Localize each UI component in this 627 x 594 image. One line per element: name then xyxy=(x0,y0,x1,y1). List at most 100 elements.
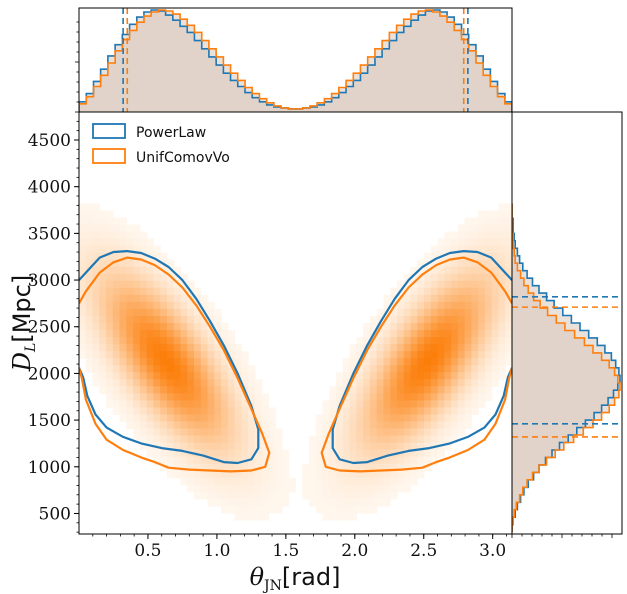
heatmap-cell xyxy=(356,351,364,359)
heatmap-cell xyxy=(194,365,202,373)
heatmap-cell xyxy=(363,372,371,380)
heatmap-cell xyxy=(457,379,466,387)
heatmap-cell xyxy=(342,393,351,401)
heatmap-cell xyxy=(363,498,371,507)
heatmap-cell xyxy=(207,470,215,479)
heatmap-cell xyxy=(471,372,479,380)
heatmap-cell xyxy=(214,315,222,324)
heatmap-cell xyxy=(403,280,412,289)
heatmap-cell xyxy=(106,386,114,394)
heatmap-cell xyxy=(396,344,405,352)
heatmap-cell xyxy=(227,505,236,514)
heatmap-cell xyxy=(126,358,134,366)
heatmap-cell xyxy=(390,463,398,472)
heatmap-cell xyxy=(390,330,398,338)
heatmap-cell xyxy=(146,372,155,380)
heatmap-cell xyxy=(275,428,283,437)
heatmap-cell xyxy=(329,386,337,394)
heatmap-cell xyxy=(200,421,209,430)
heatmap-cell xyxy=(173,266,182,275)
heatmap-cell xyxy=(112,393,121,401)
heatmap-cell xyxy=(505,280,512,289)
heatmap-cell xyxy=(451,330,459,338)
heatmap-cell xyxy=(254,505,263,514)
heatmap-cell xyxy=(173,301,182,310)
heatmap-cell xyxy=(390,393,398,401)
heatmap-cell xyxy=(376,330,385,338)
heatmap-cell xyxy=(403,400,412,408)
heatmap-cell xyxy=(268,505,276,514)
heatmap-cell xyxy=(478,400,486,408)
heatmap-cell xyxy=(133,238,141,247)
heatmap-cell xyxy=(417,407,425,416)
heatmap-cell xyxy=(268,491,276,500)
heatmap-cell xyxy=(356,393,364,401)
heatmap-cell xyxy=(133,400,141,408)
heatmap-cell xyxy=(106,315,114,324)
heatmap-cell xyxy=(410,266,418,275)
heatmap-cell xyxy=(99,301,107,310)
heatmap-cell xyxy=(85,210,94,219)
heatmap-cell xyxy=(133,259,141,268)
heatmap-cell xyxy=(444,400,452,408)
heatmap-cell xyxy=(369,400,378,408)
heatmap-cell xyxy=(349,470,357,479)
heatmap-cell xyxy=(329,498,337,507)
heatmap-cell xyxy=(85,294,94,303)
heatmap-cell xyxy=(79,351,87,359)
heatmap-cell xyxy=(106,400,114,408)
heatmap-cell xyxy=(268,407,276,416)
heatmap-cell xyxy=(214,414,222,423)
heatmap-cell xyxy=(133,414,141,423)
heatmap-cell xyxy=(85,315,94,324)
heatmap-cell xyxy=(430,421,439,430)
heatmap-cell xyxy=(126,231,134,240)
heatmap-cell xyxy=(383,379,391,387)
heatmap-cell xyxy=(254,414,263,423)
heatmap-cell xyxy=(146,407,155,416)
heatmap-cell xyxy=(376,393,385,401)
main-density-panel: 0.5 1.0 1.5 2.0 2.5 3.05001000150020002500300… xyxy=(28,111,513,561)
heatmap-cell xyxy=(221,323,229,331)
heatmap-cell xyxy=(133,231,141,240)
heatmap-cell xyxy=(139,379,148,387)
heatmap-cell xyxy=(349,484,357,493)
heatmap-cell xyxy=(173,407,182,416)
heatmap-cell xyxy=(417,315,425,324)
heatmap-cell xyxy=(396,337,405,345)
heatmap-cell xyxy=(92,344,100,352)
heatmap-cell xyxy=(430,337,439,345)
heatmap-cell xyxy=(180,273,188,282)
heatmap-cell xyxy=(403,337,412,345)
heatmap-cell xyxy=(92,351,100,359)
heatmap-cell xyxy=(112,330,121,338)
heatmap-cell xyxy=(160,337,168,345)
heatmap-cell xyxy=(430,330,439,338)
heatmap-cell xyxy=(187,372,195,380)
heatmap-cell xyxy=(322,400,330,408)
heatmap-cell xyxy=(498,280,506,289)
heatmap-cell xyxy=(153,456,161,465)
heatmap-cell xyxy=(248,414,256,423)
heatmap-cell xyxy=(484,372,493,380)
heatmap-cell xyxy=(329,400,337,408)
heatmap-cell xyxy=(437,308,445,317)
heatmap-cell xyxy=(180,477,188,486)
heatmap-cell xyxy=(410,435,418,444)
heatmap-cell xyxy=(85,337,94,345)
heatmap-cell xyxy=(322,470,330,479)
heatmap-cell xyxy=(484,245,493,254)
heatmap-cell xyxy=(430,435,439,444)
heatmap-cell xyxy=(200,294,209,303)
heatmap-cell xyxy=(254,470,263,479)
heatmap-cell xyxy=(106,238,114,247)
heatmap-cell xyxy=(390,308,398,317)
heatmap-cell xyxy=(390,386,398,394)
heatmap-cell xyxy=(207,428,215,437)
heatmap-cell xyxy=(390,337,398,345)
heatmap-cell xyxy=(221,498,229,507)
heatmap-cell xyxy=(166,386,175,394)
heatmap-cell xyxy=(112,372,121,380)
heatmap-cell xyxy=(126,266,134,275)
heatmap-cell xyxy=(133,224,141,233)
